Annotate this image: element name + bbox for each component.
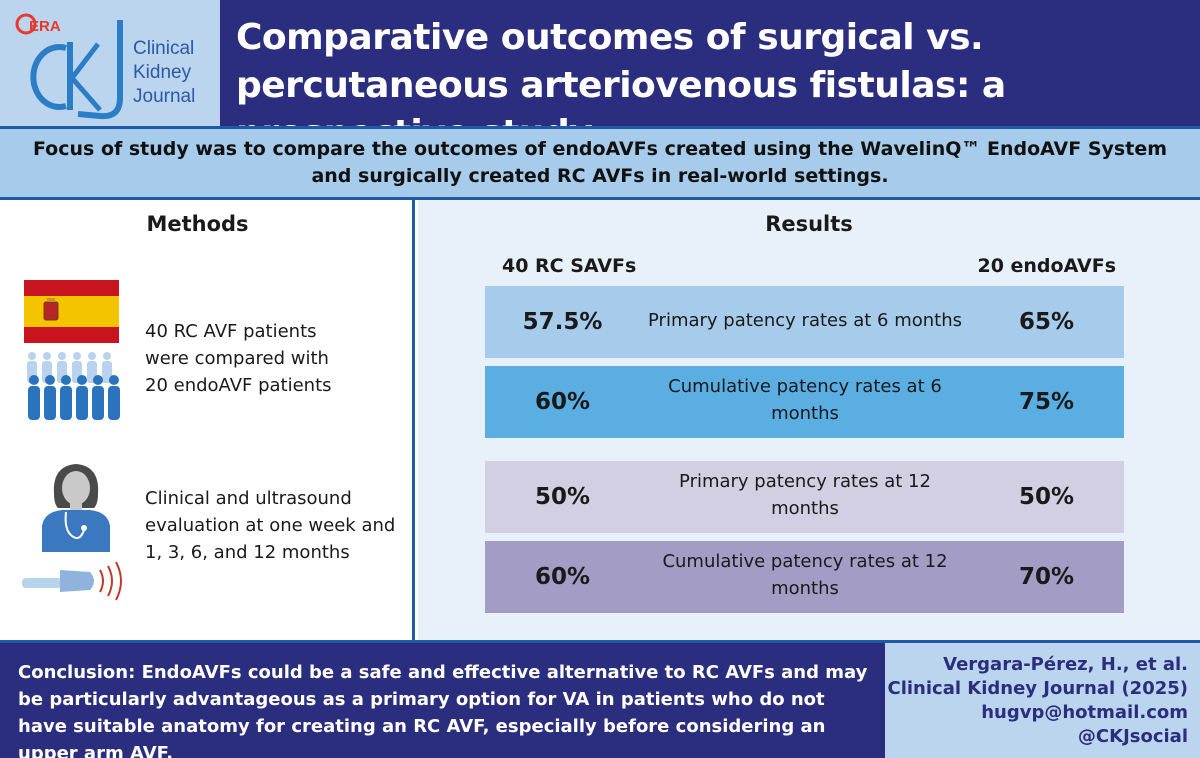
methods-panel: Methods 40 RC AVF patients were compared…: [0, 200, 415, 640]
header-banner: ERA Clinical Kidney Journal Comparative …: [0, 0, 1200, 154]
results-col-surgical-header: 40 RC SAVFs: [502, 255, 637, 277]
methods-heading: Methods: [146, 212, 249, 236]
journal-name-line-1: Clinical: [133, 38, 195, 59]
results-row-cumulative-6m: 60% Cumulative patency rates at 6 months…: [485, 366, 1124, 438]
results-heading: Results: [765, 212, 853, 236]
surgical-value: 60%: [534, 389, 591, 415]
footer-banner: Conclusion: EndoAVFs could be a safe and…: [0, 640, 1200, 758]
study-focus-text: Focus of study was to compare the outcom…: [32, 138, 1168, 187]
results-row-cumulative-12m: 60% Cumulative patency rates at 12 month…: [485, 541, 1124, 613]
citation-email-link[interactable]: hugvp@hotmail.com: [981, 702, 1188, 723]
outcome-label: Cumulative patency rates at 6 months: [668, 376, 942, 424]
ckj-logo-icon: ERA: [15, 13, 123, 120]
journal-name-line-2: Kidney: [133, 62, 192, 83]
citation-box: Vergara-Pérez, H., et al. Clinical Kidne…: [885, 643, 1200, 758]
endo-value: 65%: [1018, 309, 1075, 335]
journal-name: Clinical Kidney Journal: [133, 37, 195, 109]
surgical-value: 60%: [534, 564, 591, 590]
endo-value: 50%: [1018, 484, 1075, 510]
outcome-label: Primary patency rates at 6 months: [648, 309, 962, 331]
methods-evaluation-text: Clinical and ultrasound evaluation at on…: [145, 488, 396, 563]
results-panel: Results 40 RC SAVFs 20 endoAVFs 57.5% Pr…: [418, 200, 1200, 640]
spain-flag-icon: [24, 280, 119, 343]
citation-journal: Clinical Kidney Journal (2025): [887, 678, 1188, 699]
conclusion-text: Conclusion: EndoAVFs could be a safe and…: [18, 662, 868, 758]
journal-name-line-3: Journal: [133, 86, 196, 107]
results-row-primary-6m: 57.5% Primary patency rates at 6 months …: [485, 286, 1124, 358]
surgical-value: 50%: [534, 484, 591, 510]
study-focus-band: Focus of study was to compare the outcom…: [0, 126, 1200, 200]
outcome-label: Cumulative patency rates at 12 months: [662, 551, 948, 599]
journal-logo[interactable]: ERA Clinical Kidney Journal: [0, 0, 220, 126]
methods-patients-text: 40 RC AVF patients were compared with 20…: [145, 321, 332, 396]
ultrasound-probe-icon: [22, 561, 122, 601]
endo-value: 75%: [1018, 389, 1075, 415]
outcome-label: Primary patency rates at 12 months: [679, 471, 931, 519]
patient-group-icon: [27, 352, 120, 420]
era-badge-text: ERA: [29, 18, 61, 35]
results-col-endo-header: 20 endoAVFs: [977, 255, 1116, 277]
citation-authors: Vergara-Pérez, H., et al.: [943, 654, 1188, 675]
surgical-value: 57.5%: [522, 309, 603, 335]
nurse-icon: [42, 464, 110, 552]
citation-social-handle[interactable]: @CKJsocial: [1077, 726, 1188, 747]
results-row-primary-12m: 50% Primary patency rates at 12 months 5…: [485, 461, 1124, 533]
endo-value: 70%: [1018, 564, 1075, 590]
